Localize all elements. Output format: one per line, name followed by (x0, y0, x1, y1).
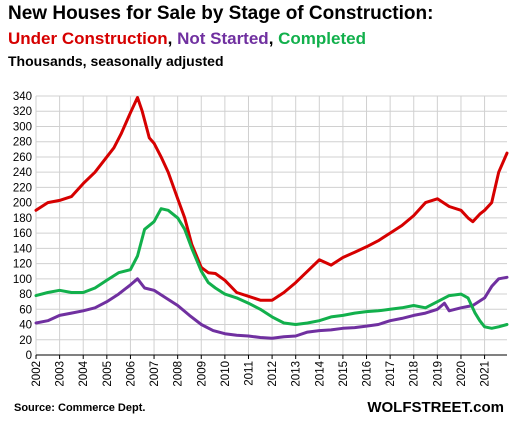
x-tick-label: 2014 (314, 360, 326, 386)
y-axis: 0 20 40 60 80 100 120 140 160 180 200 220 240 260 280 3… (13, 91, 32, 362)
x-tick-label: 2006 (125, 361, 137, 387)
y-tick-label: 140 (13, 243, 32, 255)
x-tick-label: 2007 (149, 361, 161, 387)
y-tick-label: 80 (19, 289, 32, 301)
y-tick-label: 100 (13, 274, 32, 286)
y-tick-label: 240 (13, 167, 32, 179)
y-tick-label: 180 (13, 213, 32, 225)
y-tick-label: 200 (13, 198, 32, 210)
x-tick-label: 2013 (291, 361, 303, 387)
y-tick-label: 0 (26, 350, 32, 362)
x-tick-label: 2005 (102, 361, 114, 387)
y-tick-label: 260 (13, 152, 32, 164)
brand-logo-text: WOLFSTREET.com (367, 399, 504, 416)
units-label: Thousands, seasonally adjusted (8, 53, 224, 69)
subtitle-separator: , (268, 29, 279, 48)
subtitle-completed: Completed (278, 29, 366, 48)
x-tick-label: 2012 (267, 361, 279, 387)
x-tick-label: 2011 (243, 361, 255, 386)
y-tick-label: 120 (13, 259, 32, 271)
series-line-not-started (34, 275, 509, 340)
x-tick-label: 2017 (385, 361, 397, 387)
grid (35, 95, 507, 356)
series-group (34, 96, 509, 340)
subtitle-separator: , (167, 29, 178, 48)
y-tick-label: 40 (19, 320, 32, 332)
series-line-under-construction (34, 96, 509, 302)
y-tick-label: 300 (13, 121, 32, 133)
x-tick-label: 2020 (456, 361, 468, 387)
x-tick-label: 2019 (432, 361, 444, 387)
x-tick-label: 2018 (409, 361, 421, 387)
x-tick-label: 2008 (173, 361, 185, 387)
series-line-completed (34, 207, 509, 330)
chart-subtitle: Under Construction, Not Started, Complet… (8, 29, 366, 49)
x-tick-label: 2016 (362, 361, 374, 387)
x-tick-label: 2010 (220, 361, 232, 387)
x-tick-label: 2004 (78, 360, 90, 386)
chart-title: New Houses for Sale by Stage of Construc… (8, 3, 434, 24)
y-tick-label: 320 (13, 106, 32, 118)
x-tick-label: 2002 (31, 361, 43, 387)
y-tick-label: 60 (19, 304, 32, 316)
x-tick-label: 2015 (338, 361, 350, 387)
x-axis: 2002 2003 2004 2005 2006 2007 2008 2009 2010 2011… (31, 354, 507, 387)
source-note: Source: Commerce Dept. (14, 402, 146, 414)
y-tick-label: 220 (13, 182, 32, 194)
subtitle-not-started: Not Started (177, 29, 269, 48)
y-tick-label: 160 (13, 228, 32, 240)
y-tick-label: 340 (13, 91, 32, 103)
y-tick-label: 20 (19, 335, 32, 347)
x-tick-label: 2003 (55, 361, 67, 387)
y-tick-label: 280 (13, 137, 32, 149)
x-tick-label: 2021 (480, 361, 492, 387)
x-tick-label: 2009 (196, 361, 208, 387)
subtitle-under-construction: Under Construction (8, 29, 168, 48)
